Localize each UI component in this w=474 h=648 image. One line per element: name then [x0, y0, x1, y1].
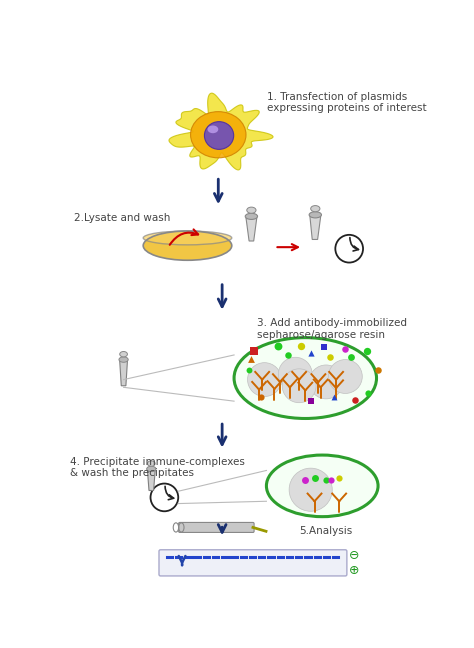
Circle shape — [282, 369, 316, 402]
Ellipse shape — [191, 111, 246, 158]
Point — [245, 365, 253, 376]
Point — [307, 348, 314, 358]
Text: 3. Add antibody-immobilized
sepharose/agarose resin: 3. Add antibody-immobilized sepharose/ag… — [257, 318, 407, 340]
Circle shape — [247, 363, 282, 397]
Point — [328, 474, 335, 485]
Text: ⊕: ⊕ — [349, 564, 360, 577]
Polygon shape — [169, 93, 273, 170]
Polygon shape — [147, 470, 155, 491]
Ellipse shape — [120, 351, 128, 357]
Point — [365, 388, 372, 399]
Ellipse shape — [245, 213, 257, 220]
Polygon shape — [246, 218, 257, 241]
Ellipse shape — [204, 122, 234, 150]
Point — [330, 392, 337, 402]
Circle shape — [278, 357, 312, 391]
Ellipse shape — [309, 212, 321, 218]
Point — [274, 341, 282, 351]
Point — [342, 343, 349, 354]
Text: ⊖: ⊖ — [349, 549, 360, 562]
Text: 4. Precipitate immune-complexes
& wash the precipitates: 4. Precipitate immune-complexes & wash t… — [70, 457, 245, 478]
Ellipse shape — [247, 207, 256, 213]
Point — [284, 350, 292, 360]
Point — [301, 474, 309, 485]
Point — [311, 473, 319, 483]
Point — [322, 474, 330, 485]
Ellipse shape — [208, 126, 219, 133]
Ellipse shape — [266, 455, 378, 516]
Circle shape — [309, 365, 343, 399]
Point — [374, 365, 382, 376]
Point — [363, 346, 371, 356]
Point — [348, 351, 356, 362]
Point — [257, 392, 264, 402]
Ellipse shape — [234, 338, 376, 419]
Circle shape — [328, 360, 362, 393]
Circle shape — [289, 468, 332, 511]
Point — [280, 395, 288, 405]
Ellipse shape — [143, 231, 232, 260]
Text: 1. Transfection of plasmids
expressing proteins of interest: 1. Transfection of plasmids expressing p… — [267, 91, 427, 113]
Point — [297, 341, 304, 351]
Point — [263, 351, 271, 362]
Point — [320, 342, 328, 353]
Ellipse shape — [143, 231, 232, 245]
Text: 5.Analysis: 5.Analysis — [299, 526, 352, 536]
Text: 2.Lysate and wash: 2.Lysate and wash — [74, 213, 171, 222]
Point — [336, 473, 343, 483]
Ellipse shape — [310, 205, 320, 212]
Point — [326, 351, 334, 362]
Ellipse shape — [147, 461, 155, 466]
Point — [307, 396, 314, 406]
Point — [251, 346, 258, 356]
Polygon shape — [310, 216, 321, 240]
FancyBboxPatch shape — [159, 550, 347, 576]
Polygon shape — [120, 361, 128, 386]
Point — [247, 354, 255, 364]
FancyBboxPatch shape — [179, 522, 254, 533]
Point — [351, 395, 358, 405]
Ellipse shape — [146, 466, 156, 472]
Ellipse shape — [119, 357, 128, 362]
